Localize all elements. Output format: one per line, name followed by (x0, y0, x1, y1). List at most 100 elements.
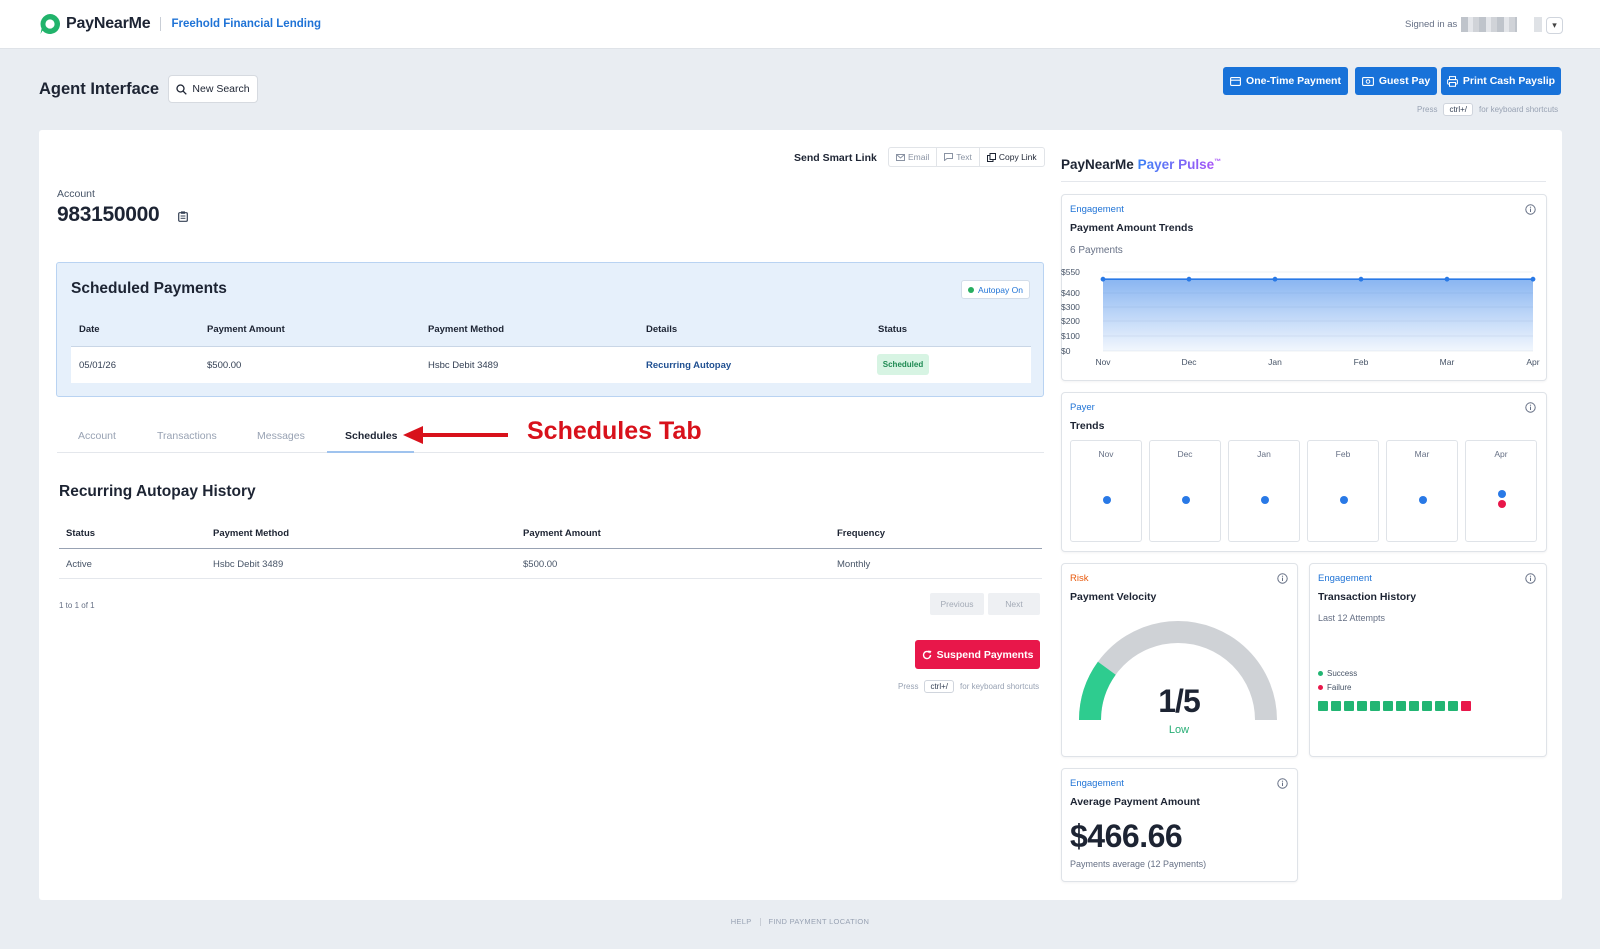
tab-transactions[interactable]: Transactions (157, 430, 217, 442)
payer-month-label: Feb (1335, 449, 1351, 459)
trends-category: Engagement (1070, 204, 1124, 215)
trends-subtitle: 6 Payments (1070, 245, 1123, 256)
payer-dot-blue (1103, 496, 1111, 504)
payer-pulse-title: PayNearMe Payer Pulse™ (1061, 157, 1221, 172)
payment-amount-trends-chart: $550 $400 $300 $200 $100 $0 Nov Dec Jan Feb Mar Apr (1061, 267, 1540, 367)
payer-month-nov: Nov (1070, 440, 1142, 542)
payer-month-label: Jan (1257, 449, 1271, 459)
chart-point (1186, 276, 1192, 282)
payer-trends-title: Trends (1070, 420, 1105, 432)
recurring-autopay-history-title: Recurring Autopay History (59, 483, 256, 500)
history-method: Hsbc Debit 3489 (213, 559, 284, 570)
kbd-hint-suffix: for keyboard shortcuts (1479, 105, 1559, 114)
recurring-autopay-link[interactable]: Recurring Autopay (646, 360, 732, 371)
brand-divider (160, 17, 162, 31)
legend-failure: Failure (1318, 683, 1351, 692)
next-page-button[interactable]: Next (988, 593, 1040, 615)
chart-y-tick-label: $100 (1061, 331, 1080, 341)
send-email-label: Email (908, 152, 930, 162)
info-icon[interactable] (1277, 573, 1288, 584)
help-link[interactable]: HELP (730, 917, 752, 926)
chart-x-tick-label: Feb (1354, 357, 1369, 367)
info-icon[interactable] (1525, 573, 1536, 584)
send-text-button[interactable]: Text (937, 148, 980, 166)
new-search-button[interactable]: New Search (168, 75, 258, 103)
tab-messages[interactable]: Messages (257, 430, 305, 442)
payer-month-mar: Mar (1386, 440, 1458, 542)
payer-dot-blue (1340, 496, 1348, 504)
attempt-success (1422, 701, 1432, 711)
info-icon[interactable] (1525, 402, 1536, 413)
one-time-payment-button[interactable]: One-Time Payment (1223, 67, 1348, 95)
send-smart-link-label: Send Smart Link (794, 152, 877, 164)
page-title: Agent Interface (39, 80, 160, 98)
gauge-fill (1079, 661, 1116, 721)
autopay-status-label: Autopay On (978, 284, 1023, 295)
search-icon (176, 83, 188, 95)
trends-title: Payment Amount Trends (1070, 222, 1194, 234)
payer-dot-blue (1419, 496, 1427, 504)
organization-name: Freehold Financial Lending (171, 18, 321, 30)
payer-pulse-divider (1061, 181, 1546, 182)
kbd-hint-suffix-bottom: for keyboard shortcuts (960, 682, 1040, 691)
printer-icon (1446, 75, 1458, 87)
account-label: Account (57, 188, 95, 200)
velocity-level: Low (1168, 724, 1190, 736)
autopay-status-badge: Autopay On (961, 280, 1030, 299)
print-cash-payslip-button[interactable]: Print Cash Payslip (1441, 67, 1561, 95)
chart-x-tick-label: Nov (1095, 357, 1111, 367)
success-dot-icon (1318, 671, 1323, 676)
copy-link-button[interactable]: Copy Link (980, 148, 1044, 166)
payer-month-dec: Dec (1149, 440, 1221, 542)
previous-page-button[interactable]: Previous (930, 593, 984, 615)
find-payment-location-link[interactable]: FIND PAYMENT LOCATION (768, 917, 870, 926)
footer-divider (759, 918, 761, 927)
legend-failure-label: Failure (1327, 683, 1352, 692)
chart-y-tick-label: $200 (1061, 316, 1080, 326)
chart-x-tick-label: Apr (1526, 357, 1539, 367)
payer-dot-blue (1498, 490, 1506, 498)
info-icon[interactable] (1525, 204, 1536, 215)
history-header-status: Status (66, 528, 96, 539)
attempt-success (1318, 701, 1328, 711)
payer-pulse-accent: Payer Pulse (1137, 157, 1215, 172)
brand-logo[interactable]: PayNearMe Freehold Financial Lending (39, 13, 321, 35)
redacted-user-avatar (1534, 17, 1542, 32)
kbd-hint-press: Press (1417, 105, 1438, 114)
velocity-gauge (1079, 621, 1277, 721)
pagination-info: 1 to 1 of 1 (59, 601, 95, 610)
send-email-button[interactable]: Email (889, 148, 938, 166)
chart-y-tick-label: $550 (1061, 267, 1080, 277)
redacted-user-name (1461, 17, 1517, 32)
payer-month-jan: Jan (1228, 440, 1300, 542)
account-number: 983150000 (57, 203, 160, 226)
average-payment-amount-card (1061, 768, 1298, 882)
user-menu-chevron-down-icon[interactable]: ▾ (1546, 17, 1563, 34)
tab-schedules[interactable]: Schedules (345, 430, 398, 442)
chart-x-tick-label: Dec (1181, 357, 1197, 367)
average-category: Engagement (1070, 778, 1124, 789)
payer-dot-blue (1182, 496, 1190, 504)
keyboard-shortcut-hint: Press ctrl+/ for keyboard shortcuts (1417, 103, 1558, 116)
kbd-hint-key: ctrl+/ (1443, 103, 1474, 116)
info-icon[interactable] (1277, 778, 1288, 789)
payer-month-label: Nov (1098, 449, 1114, 459)
chart-area (1103, 279, 1533, 351)
paynearme-logo-icon (40, 13, 61, 34)
col-header-details: Details (646, 324, 678, 335)
legend-success: Success (1318, 669, 1357, 678)
guest-pay-button[interactable]: Guest Pay (1355, 67, 1437, 95)
trademark-symbol: ™ (1214, 158, 1222, 166)
clipboard-icon[interactable] (178, 211, 188, 222)
scheduled-method: Hsbc Debit 3489 (428, 360, 499, 371)
chart-y-tick-label: $300 (1061, 302, 1080, 312)
tab-account[interactable]: Account (78, 430, 116, 442)
status-badge: Scheduled (877, 354, 929, 375)
guest-pay-label: Guest Pay (1378, 75, 1431, 87)
col-header-payment-amount: Payment Amount (207, 324, 285, 335)
history-header-divider (59, 548, 1042, 549)
suspend-payments-button[interactable]: Suspend Payments (915, 640, 1040, 669)
payer-pulse-brand: PayNearMe (1061, 157, 1134, 172)
payer-month-label: Apr (1494, 449, 1508, 459)
velocity-title: Payment Velocity (1070, 591, 1157, 603)
